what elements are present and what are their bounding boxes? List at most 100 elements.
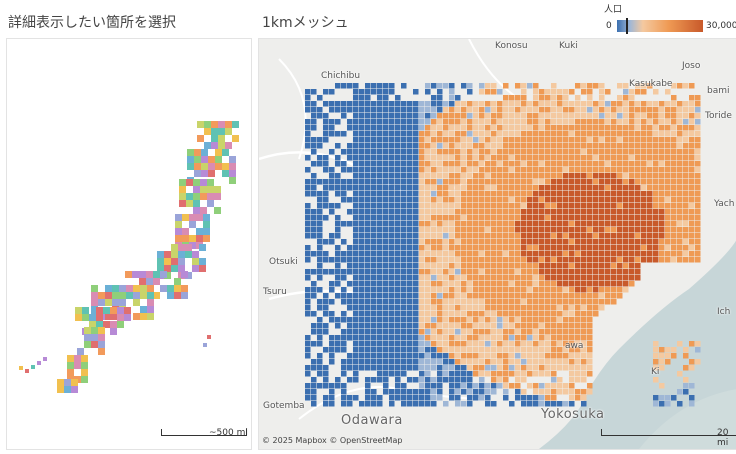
mesh-cell[interactable]	[557, 317, 563, 323]
mesh-cell[interactable]	[461, 149, 467, 155]
mesh-cell[interactable]	[515, 197, 521, 203]
mesh-cell[interactable]	[587, 365, 593, 371]
mesh-cell[interactable]	[431, 383, 437, 389]
mesh-cell[interactable]	[557, 329, 563, 335]
mesh-cell[interactable]	[413, 341, 419, 347]
mesh-cell[interactable]	[617, 239, 623, 245]
mesh-cell[interactable]	[689, 101, 695, 107]
mesh-cell[interactable]	[353, 359, 359, 365]
prefecture-cell[interactable]	[182, 228, 189, 235]
mesh-cell[interactable]	[413, 317, 419, 323]
mesh-cell[interactable]	[599, 263, 605, 269]
mesh-cell[interactable]	[689, 221, 695, 227]
mesh-cell[interactable]	[629, 281, 635, 287]
mesh-cell[interactable]	[479, 269, 485, 275]
mesh-cell[interactable]	[695, 185, 701, 191]
prefecture-cell[interactable]	[91, 341, 98, 348]
mesh-cell[interactable]	[527, 317, 533, 323]
mesh-cell[interactable]	[575, 95, 581, 101]
mesh-cell[interactable]	[581, 101, 587, 107]
mesh-cell[interactable]	[533, 167, 539, 173]
mesh-cell[interactable]	[581, 221, 587, 227]
mesh-cell[interactable]	[575, 113, 581, 119]
mesh-cell[interactable]	[551, 107, 557, 113]
prefecture-cell[interactable]	[119, 299, 126, 306]
mesh-cell[interactable]	[593, 305, 599, 311]
mesh-cell[interactable]	[599, 173, 605, 179]
mesh-cell[interactable]	[425, 167, 431, 173]
mesh-cell[interactable]	[359, 293, 365, 299]
mesh-cell[interactable]	[587, 191, 593, 197]
mesh-cell[interactable]	[419, 311, 425, 317]
mesh-cell[interactable]	[617, 137, 623, 143]
mesh-cell[interactable]	[599, 209, 605, 215]
mesh-cell[interactable]	[587, 185, 593, 191]
mesh-cell[interactable]	[557, 167, 563, 173]
mesh-cell[interactable]	[689, 215, 695, 221]
mesh-cell[interactable]	[629, 257, 635, 263]
mesh-cell[interactable]	[563, 149, 569, 155]
mesh-cell[interactable]	[407, 329, 413, 335]
mesh-cell[interactable]	[605, 233, 611, 239]
mesh-cell[interactable]	[461, 131, 467, 137]
mesh-cell[interactable]	[389, 119, 395, 125]
mesh-cell[interactable]	[539, 89, 545, 95]
mesh-cell[interactable]	[503, 125, 509, 131]
mesh-cell[interactable]	[689, 155, 695, 161]
mesh-cell[interactable]	[311, 401, 317, 407]
mesh-cell[interactable]	[377, 215, 383, 221]
mesh-cell[interactable]	[461, 401, 467, 407]
mesh-cell[interactable]	[437, 383, 443, 389]
mesh-cell[interactable]	[389, 185, 395, 191]
mesh-cell[interactable]	[527, 107, 533, 113]
mesh-cell[interactable]	[455, 215, 461, 221]
mesh-cell[interactable]	[581, 137, 587, 143]
mesh-cell[interactable]	[569, 167, 575, 173]
mesh-cell[interactable]	[497, 365, 503, 371]
mesh-cell[interactable]	[425, 221, 431, 227]
mesh-cell[interactable]	[305, 95, 311, 101]
mesh-cell[interactable]	[437, 197, 443, 203]
mesh-cell[interactable]	[479, 161, 485, 167]
mesh-cell[interactable]	[503, 275, 509, 281]
mesh-cell[interactable]	[473, 389, 479, 395]
mesh-cell[interactable]	[665, 215, 671, 221]
mesh-cell[interactable]	[665, 347, 671, 353]
mesh-cell[interactable]	[467, 221, 473, 227]
mesh-cell[interactable]	[377, 83, 383, 89]
mesh-cell[interactable]	[581, 191, 587, 197]
mesh-cell[interactable]	[401, 383, 407, 389]
prefecture-cell[interactable]	[186, 179, 193, 186]
mesh-cell[interactable]	[467, 287, 473, 293]
mesh-cell[interactable]	[335, 131, 341, 137]
mesh-cell[interactable]	[359, 323, 365, 329]
mesh-cell[interactable]	[671, 179, 677, 185]
mesh-cell[interactable]	[593, 83, 599, 89]
mesh-cell[interactable]	[455, 221, 461, 227]
mesh-cell[interactable]	[335, 263, 341, 269]
mesh-cell[interactable]	[455, 269, 461, 275]
mesh-cell[interactable]	[497, 305, 503, 311]
mesh-cell[interactable]	[665, 227, 671, 233]
mesh-cell[interactable]	[305, 269, 311, 275]
mesh-cell[interactable]	[479, 131, 485, 137]
mesh-cell[interactable]	[449, 383, 455, 389]
mesh-cell[interactable]	[473, 107, 479, 113]
prefecture-cell[interactable]	[117, 314, 124, 321]
mesh-cell[interactable]	[419, 167, 425, 173]
mesh-cell[interactable]	[461, 377, 467, 383]
mesh-cell[interactable]	[521, 293, 527, 299]
mesh-cell[interactable]	[569, 395, 575, 401]
prefecture-cell[interactable]	[181, 271, 188, 278]
mesh-cell[interactable]	[377, 197, 383, 203]
mesh-cell[interactable]	[377, 365, 383, 371]
prefecture-cell[interactable]	[218, 135, 225, 142]
mesh-cell[interactable]	[419, 185, 425, 191]
mesh-cell[interactable]	[371, 293, 377, 299]
mesh-cell[interactable]	[329, 89, 335, 95]
mesh-cell[interactable]	[683, 221, 689, 227]
mesh-cell[interactable]	[485, 149, 491, 155]
mesh-cell[interactable]	[503, 299, 509, 305]
mesh-cell[interactable]	[449, 149, 455, 155]
prefecture-cell[interactable]	[178, 244, 185, 251]
